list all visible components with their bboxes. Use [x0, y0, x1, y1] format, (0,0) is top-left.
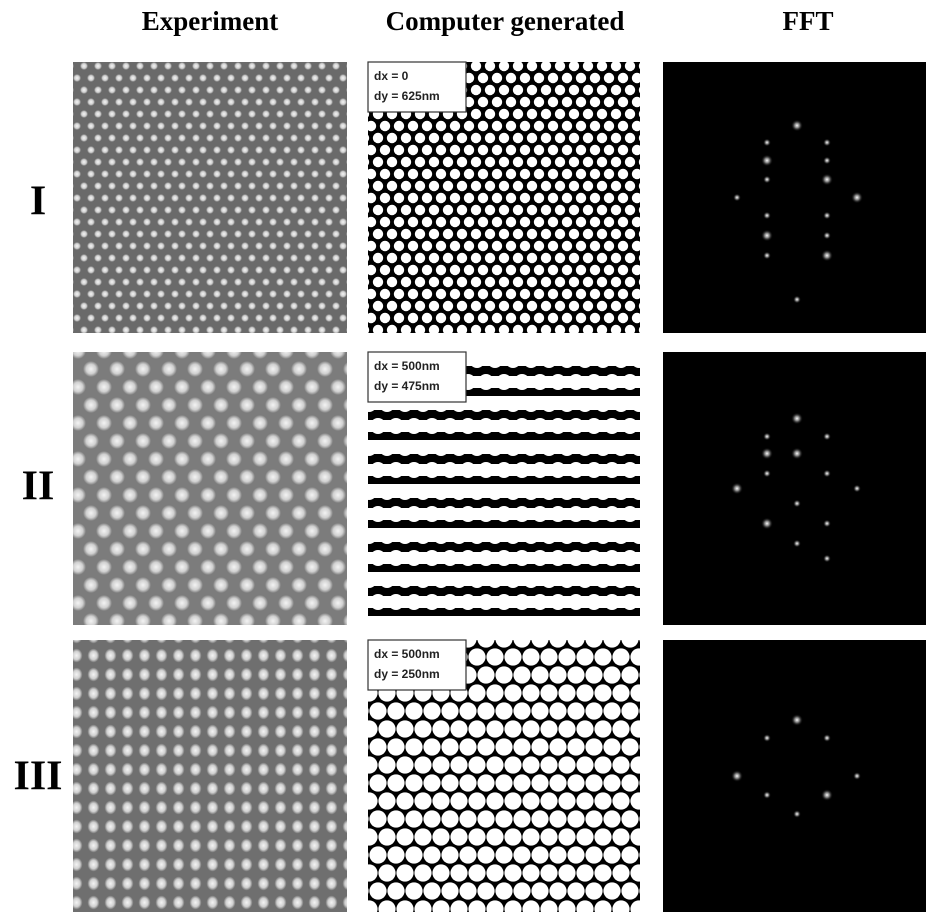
row-label: III	[13, 754, 62, 800]
dx-label: dx = 500nm	[374, 647, 440, 661]
experiment-image	[73, 62, 347, 333]
fft-spot	[853, 485, 861, 493]
dx-label: dx = 500nm	[374, 359, 440, 373]
experiment-image	[73, 352, 347, 625]
row-label: I	[30, 179, 46, 225]
dy-label: dy = 250nm	[374, 667, 440, 681]
fft-spot	[763, 433, 771, 441]
fft-spot	[823, 470, 831, 478]
experiment-image	[73, 640, 347, 912]
row-label: II	[22, 464, 55, 510]
fft-spot	[853, 772, 861, 780]
fft-spot	[761, 448, 773, 460]
fft-spot	[733, 194, 741, 202]
fft-spot	[821, 250, 833, 262]
fft-spot	[851, 192, 863, 204]
fft-spot	[793, 810, 801, 818]
fft-spot	[823, 139, 831, 147]
fft-image	[663, 640, 926, 912]
fft-spot	[821, 174, 833, 186]
fft-spot	[823, 734, 831, 742]
fft-spot	[823, 212, 831, 220]
fft-spot	[761, 230, 773, 242]
fft-spot	[731, 770, 743, 782]
fft-spot	[763, 212, 771, 220]
column-header: FFT	[783, 6, 834, 36]
fft-spot	[761, 155, 773, 167]
fft-spot	[761, 518, 773, 530]
fft-spot	[823, 433, 831, 441]
fft-spot	[763, 139, 771, 147]
fft-spot	[821, 789, 833, 801]
fft-spot	[823, 157, 831, 165]
fft-spot	[793, 540, 801, 548]
fft-spot	[823, 555, 831, 563]
fft-spot	[823, 520, 831, 528]
fft-image	[663, 352, 926, 625]
fft-spot	[731, 483, 743, 495]
fft-spot	[823, 232, 831, 240]
fft-spot	[763, 252, 771, 260]
fft-spot	[791, 413, 803, 425]
dy-label: dy = 475nm	[374, 379, 440, 393]
column-header: Computer generated	[386, 6, 625, 36]
fft-spot	[791, 448, 803, 460]
fft-spot	[791, 120, 803, 132]
dx-label: dx = 0	[374, 69, 409, 83]
fft-image	[663, 62, 926, 333]
fft-spot	[763, 734, 771, 742]
figure: Experiment Computer generated FFT Idx = …	[0, 0, 926, 916]
fft-spot	[763, 470, 771, 478]
fft-spot	[791, 714, 803, 726]
column-header: Experiment	[142, 6, 278, 36]
fft-spot	[793, 500, 801, 508]
dy-label: dy = 625nm	[374, 89, 440, 103]
fft-spot	[763, 176, 771, 184]
fft-spot	[763, 791, 771, 799]
fft-spot	[793, 296, 801, 304]
